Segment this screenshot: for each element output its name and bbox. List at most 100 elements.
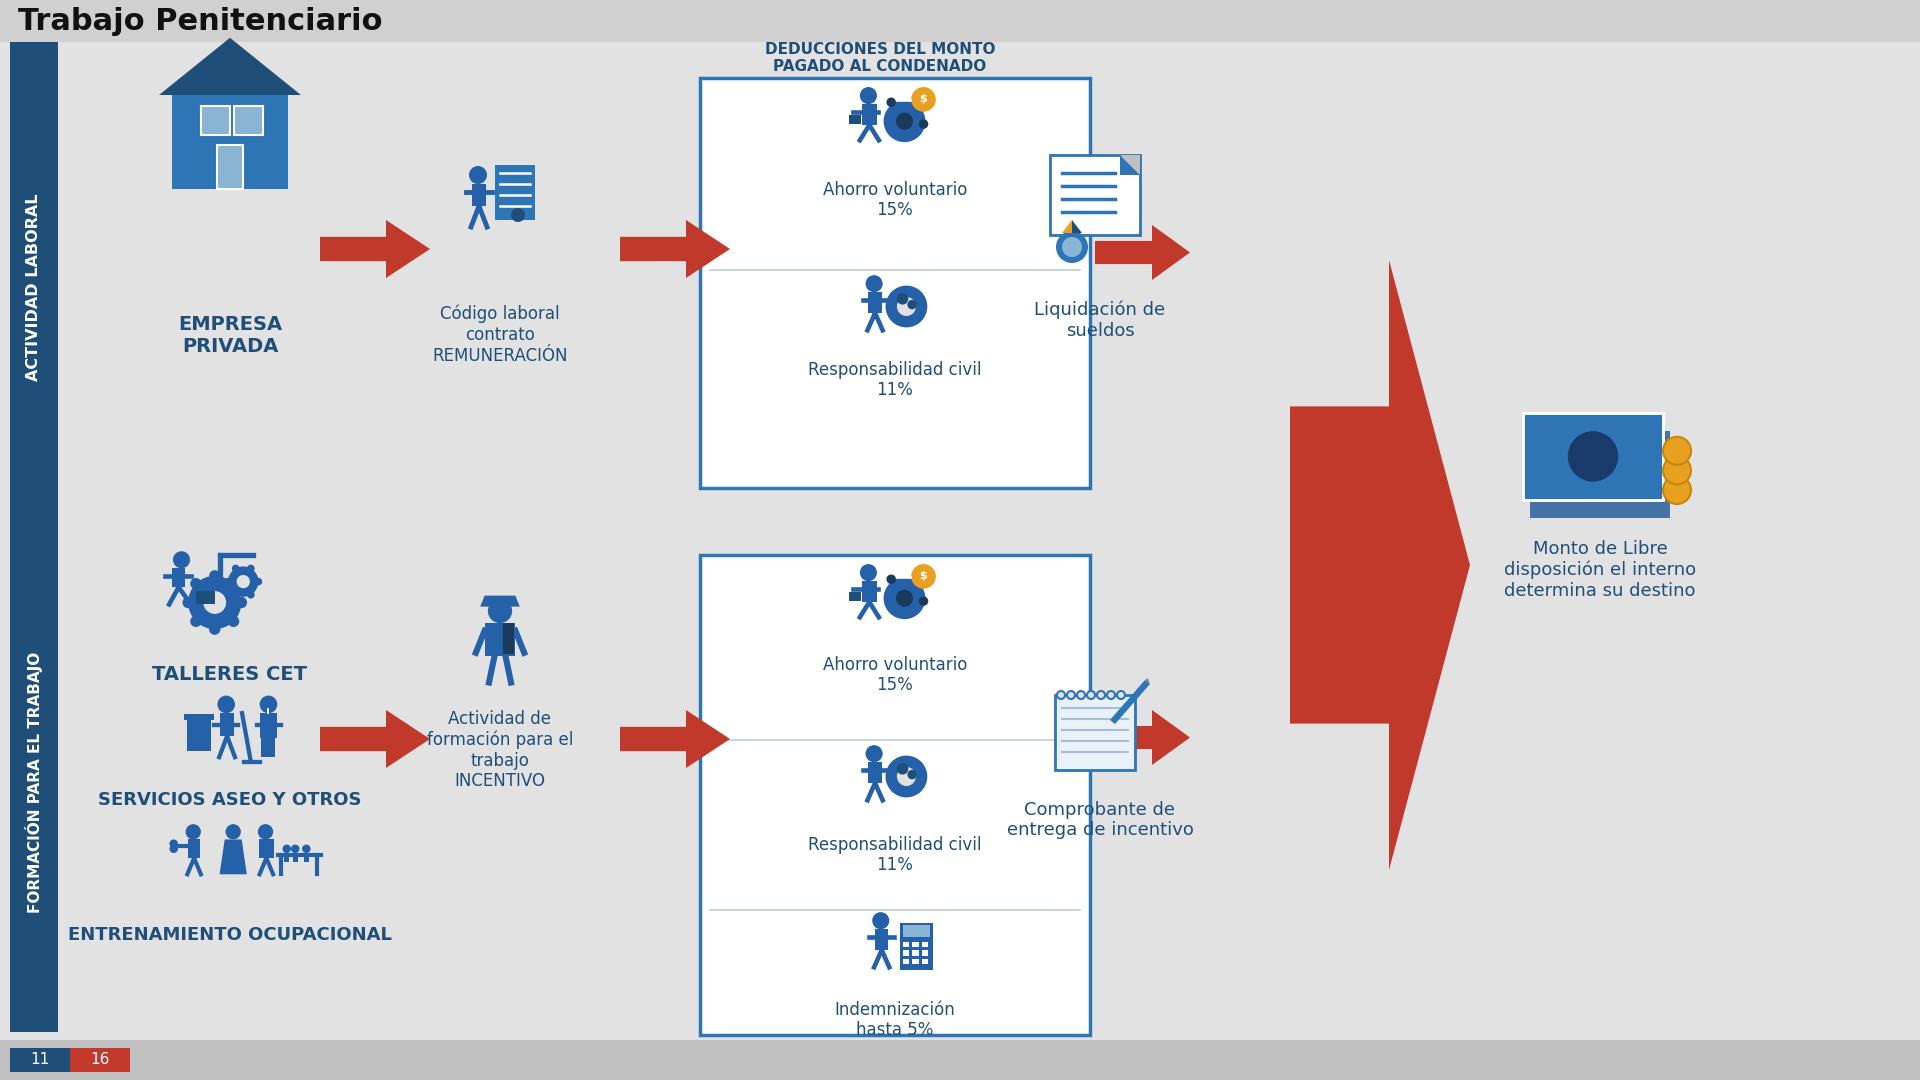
Circle shape	[897, 293, 908, 305]
Circle shape	[228, 616, 240, 627]
Circle shape	[225, 824, 240, 839]
Circle shape	[511, 208, 524, 222]
Circle shape	[872, 913, 889, 929]
FancyBboxPatch shape	[202, 106, 230, 135]
Circle shape	[232, 565, 240, 572]
Text: ACTIVIDAD LABORAL: ACTIVIDAD LABORAL	[27, 193, 42, 381]
Polygon shape	[1144, 678, 1150, 684]
FancyBboxPatch shape	[868, 293, 881, 313]
FancyBboxPatch shape	[284, 853, 290, 862]
Text: Ahorro voluntario
15%: Ahorro voluntario 15%	[824, 656, 968, 694]
Circle shape	[897, 297, 916, 316]
Circle shape	[257, 824, 273, 839]
Circle shape	[188, 576, 242, 629]
FancyBboxPatch shape	[849, 114, 860, 124]
FancyBboxPatch shape	[259, 713, 276, 738]
FancyBboxPatch shape	[922, 942, 927, 947]
Polygon shape	[1062, 220, 1071, 233]
FancyBboxPatch shape	[173, 568, 186, 588]
FancyBboxPatch shape	[912, 959, 920, 964]
FancyBboxPatch shape	[503, 623, 515, 653]
Circle shape	[169, 839, 179, 848]
Circle shape	[1663, 457, 1692, 485]
FancyBboxPatch shape	[472, 184, 486, 206]
FancyBboxPatch shape	[261, 738, 275, 757]
Circle shape	[173, 551, 190, 568]
Text: 11: 11	[31, 1053, 50, 1067]
Circle shape	[908, 300, 918, 309]
FancyBboxPatch shape	[186, 717, 211, 751]
Polygon shape	[219, 839, 248, 875]
Circle shape	[866, 745, 883, 762]
Circle shape	[228, 578, 240, 590]
FancyBboxPatch shape	[1523, 413, 1663, 500]
Circle shape	[885, 285, 927, 327]
Circle shape	[292, 845, 300, 853]
Circle shape	[248, 565, 255, 572]
Text: Código laboral
contrato
REMUNERACIÓN: Código laboral contrato REMUNERACIÓN	[432, 305, 568, 365]
Text: $: $	[920, 571, 927, 581]
Polygon shape	[620, 220, 730, 278]
Circle shape	[468, 166, 488, 184]
Circle shape	[920, 596, 927, 606]
Circle shape	[190, 578, 202, 590]
Circle shape	[488, 599, 513, 623]
Text: Actividad de
formación para el
trabajo
INCENTIVO: Actividad de formación para el trabajo I…	[426, 710, 574, 791]
FancyBboxPatch shape	[902, 950, 910, 956]
Circle shape	[897, 767, 916, 786]
Text: SERVICIOS ASEO Y OTROS: SERVICIOS ASEO Y OTROS	[98, 791, 361, 809]
Polygon shape	[480, 595, 520, 607]
Circle shape	[1663, 436, 1692, 464]
Circle shape	[301, 845, 311, 853]
FancyBboxPatch shape	[184, 714, 213, 720]
Circle shape	[1056, 231, 1089, 264]
Text: 16: 16	[90, 1053, 109, 1067]
Circle shape	[232, 591, 240, 598]
Polygon shape	[1290, 260, 1471, 870]
FancyBboxPatch shape	[912, 942, 920, 947]
Circle shape	[259, 696, 276, 713]
Circle shape	[912, 564, 935, 589]
Circle shape	[236, 597, 248, 608]
Text: FORMACIÓN PARA EL TRABAJO: FORMACIÓN PARA EL TRABAJO	[25, 651, 42, 913]
Circle shape	[182, 597, 194, 608]
Text: Monto de Libre
disposición el interno
determina su destino: Monto de Libre disposición el interno de…	[1503, 540, 1695, 600]
Circle shape	[897, 112, 914, 130]
Circle shape	[209, 623, 221, 635]
FancyBboxPatch shape	[922, 959, 927, 964]
Text: Responsabilidad civil
11%: Responsabilidad civil 11%	[808, 361, 981, 400]
FancyBboxPatch shape	[217, 145, 244, 189]
Circle shape	[1108, 691, 1116, 699]
Circle shape	[204, 591, 227, 613]
Text: EMPRESA
PRIVADA: EMPRESA PRIVADA	[179, 314, 282, 355]
Circle shape	[908, 770, 918, 780]
FancyBboxPatch shape	[922, 950, 927, 956]
FancyBboxPatch shape	[1530, 431, 1670, 518]
Circle shape	[887, 97, 897, 107]
Text: TALLERES CET: TALLERES CET	[152, 665, 307, 685]
Circle shape	[1117, 691, 1125, 699]
Circle shape	[1569, 431, 1619, 482]
FancyBboxPatch shape	[10, 42, 58, 532]
FancyBboxPatch shape	[876, 929, 889, 950]
Text: Indemnización
hasta 5%: Indemnización hasta 5%	[835, 1000, 956, 1039]
Circle shape	[897, 764, 908, 774]
Circle shape	[885, 756, 927, 797]
FancyBboxPatch shape	[0, 0, 1920, 42]
Circle shape	[217, 696, 234, 713]
Circle shape	[1663, 476, 1692, 504]
FancyBboxPatch shape	[188, 839, 200, 859]
Circle shape	[1096, 691, 1106, 699]
Text: $: $	[920, 94, 927, 105]
Circle shape	[190, 616, 202, 627]
FancyBboxPatch shape	[196, 591, 215, 605]
Circle shape	[860, 87, 877, 104]
Circle shape	[1068, 691, 1075, 699]
Text: Trabajo Penitenciario: Trabajo Penitenciario	[17, 6, 382, 36]
FancyBboxPatch shape	[173, 95, 288, 189]
FancyBboxPatch shape	[868, 762, 881, 783]
FancyBboxPatch shape	[69, 1048, 131, 1072]
FancyBboxPatch shape	[259, 839, 275, 859]
Circle shape	[225, 578, 232, 585]
Circle shape	[228, 566, 259, 597]
